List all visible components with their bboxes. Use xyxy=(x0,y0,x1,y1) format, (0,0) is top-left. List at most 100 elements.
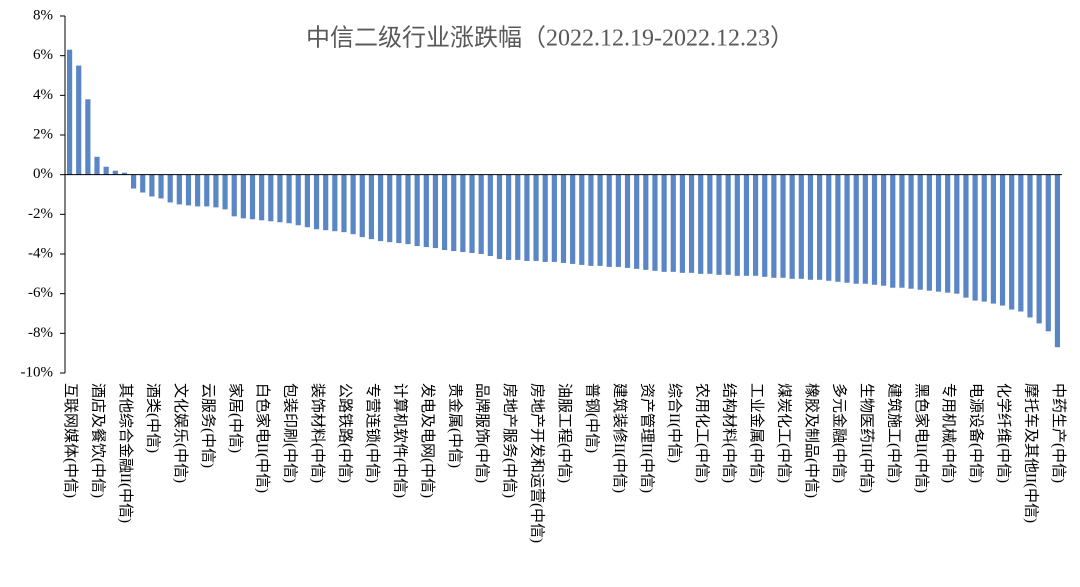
bar xyxy=(195,174,201,207)
x-tick-label: 包装印刷(中信) xyxy=(282,383,299,483)
x-tick-label: 资产管理II(中信) xyxy=(638,383,655,493)
bar xyxy=(140,174,146,193)
bar xyxy=(579,174,585,265)
bar xyxy=(387,174,393,243)
bar xyxy=(908,174,914,289)
bar xyxy=(771,174,777,278)
bar xyxy=(862,174,868,284)
bar xyxy=(231,174,237,217)
bar xyxy=(460,174,466,253)
bar xyxy=(679,174,686,273)
bar xyxy=(496,174,503,259)
bar xyxy=(1018,174,1024,312)
bar xyxy=(341,174,347,233)
bar xyxy=(249,174,256,220)
x-tick-label: 结构材料(中信) xyxy=(721,383,738,483)
bar xyxy=(158,174,164,199)
bar xyxy=(368,174,375,240)
bar xyxy=(259,174,265,221)
x-tick-label: 建筑装修II(中信) xyxy=(611,383,628,493)
y-tick-label: -10% xyxy=(21,364,54,380)
bar xyxy=(103,166,109,175)
bar xyxy=(277,174,283,223)
bar xyxy=(945,174,951,293)
x-tick-label: 公路铁路(中信) xyxy=(337,383,354,483)
bar xyxy=(451,174,457,252)
bar xyxy=(167,174,173,203)
bar xyxy=(899,174,905,288)
x-tick-label: 酒类(中信) xyxy=(144,383,161,453)
bar xyxy=(817,174,823,280)
bar xyxy=(652,174,658,271)
bar xyxy=(624,174,631,268)
bar xyxy=(780,174,786,278)
bar xyxy=(487,174,493,256)
y-tick-label: 6% xyxy=(33,47,53,63)
bar xyxy=(570,174,576,264)
y-tick-label: 0% xyxy=(33,166,53,182)
x-tick-label: 电源设备(中信) xyxy=(968,383,985,483)
x-tick-label: 品牌服饰(中信) xyxy=(474,383,491,483)
bar xyxy=(615,174,621,267)
x-tick-label: 发电及电网(中信) xyxy=(419,383,436,498)
bar xyxy=(66,49,73,175)
bar xyxy=(935,174,942,292)
bar xyxy=(972,174,978,301)
bar xyxy=(560,174,567,263)
bar xyxy=(881,174,887,286)
bar xyxy=(304,174,310,228)
x-tick-label: 酒店及餐饮(中信) xyxy=(90,383,107,498)
bar xyxy=(963,174,969,298)
bar xyxy=(835,174,841,282)
bar xyxy=(185,174,192,206)
bar xyxy=(917,174,923,290)
x-tick-label: 家居(中信) xyxy=(227,383,244,453)
x-tick-label: 云服务(中信) xyxy=(199,383,216,468)
bar xyxy=(131,174,137,189)
bar xyxy=(698,174,704,274)
bar xyxy=(734,174,740,276)
bar xyxy=(606,174,612,267)
x-tick-label: 建筑施工(中信) xyxy=(885,383,902,483)
bar xyxy=(1027,174,1033,318)
bar xyxy=(478,174,484,254)
bar xyxy=(588,174,594,266)
bar xyxy=(359,174,365,238)
bar xyxy=(752,174,759,276)
y-tick-label: -6% xyxy=(28,285,53,301)
bar xyxy=(716,174,722,275)
bar xyxy=(441,174,448,251)
bar xyxy=(268,174,274,222)
bar xyxy=(743,174,750,276)
x-tick-label: 摩托车及其他II(中信) xyxy=(1023,383,1041,523)
x-tick-label: 文化娱乐(中信) xyxy=(172,383,189,483)
bar xyxy=(661,174,667,272)
bar xyxy=(670,174,676,272)
x-tick-label: 计算机软件(中信) xyxy=(391,383,409,498)
x-tick-label: 黑色家电II(中信) xyxy=(913,383,930,493)
bar xyxy=(990,174,996,304)
bar xyxy=(506,174,512,260)
bar xyxy=(121,172,128,175)
bar xyxy=(213,174,219,208)
bar xyxy=(414,174,420,247)
bar xyxy=(423,174,429,248)
x-tick-label: 其他综合金融II(中信) xyxy=(117,383,134,523)
bar xyxy=(1054,174,1061,348)
bar xyxy=(789,174,795,279)
bar xyxy=(295,174,301,226)
bar xyxy=(405,174,411,245)
x-tick-label: 化学纤维(中信) xyxy=(995,383,1012,483)
bar xyxy=(1009,174,1015,310)
bar xyxy=(725,174,731,275)
bar xyxy=(469,174,475,254)
bar xyxy=(551,174,557,262)
bar xyxy=(762,174,768,277)
bar xyxy=(323,174,329,231)
bar xyxy=(826,174,832,281)
bar xyxy=(515,174,521,260)
y-tick-label: 2% xyxy=(33,126,53,142)
bar xyxy=(396,174,402,244)
bar xyxy=(853,174,859,284)
